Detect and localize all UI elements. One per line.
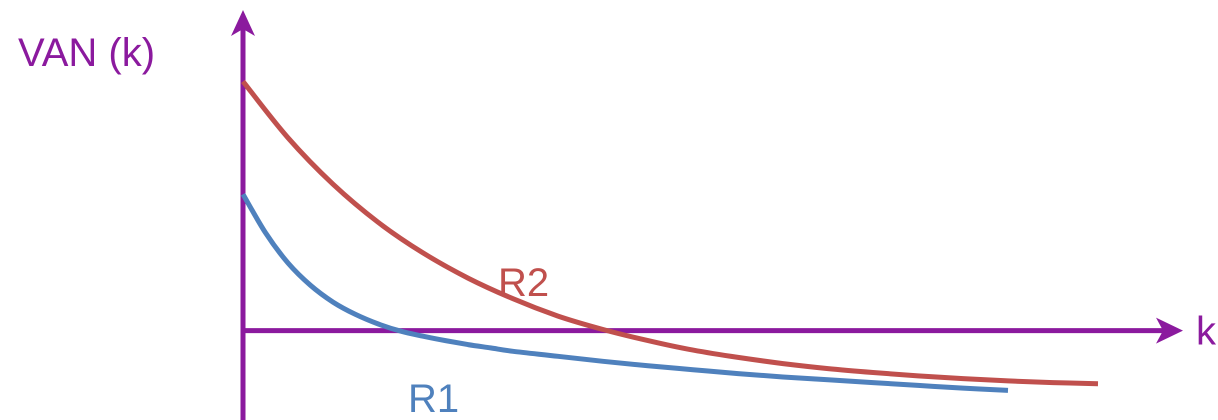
series-line-r1 [240,192,1009,393]
series-line-r2 [241,79,1099,387]
x-axis-label: k [1196,310,1217,354]
series-layer [240,79,1099,393]
x-axis-arrow-icon [1156,317,1183,344]
series-label-r1: R1 [408,377,459,420]
axes [231,10,1183,420]
y-axis-arrow-icon [231,10,255,36]
y-axis-label: VAN (k) [18,31,155,75]
series-label-r2: R2 [498,261,549,305]
